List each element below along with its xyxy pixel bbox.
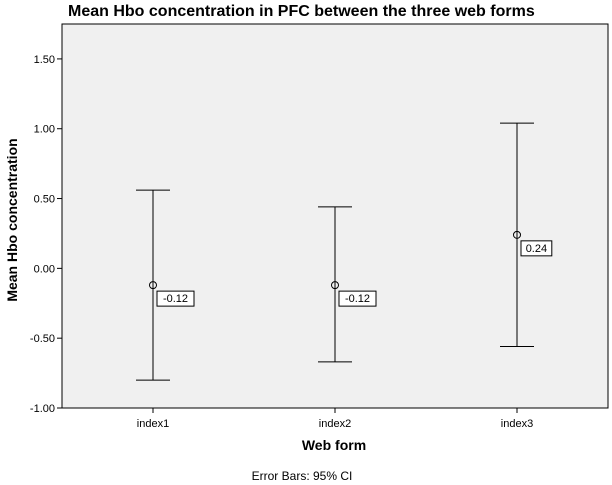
mean-marker	[513, 230, 521, 239]
x-tick-label: index1	[137, 418, 169, 430]
mean-data-label: 0.24	[526, 243, 547, 255]
plot-area: -1.00 -0.50 0.00 0.50 1.00 1.50 index1 index2 in…	[30, 23, 609, 430]
y-tick-label: -1.00	[30, 403, 55, 415]
mean-label-box	[338, 290, 377, 307]
x-tick-label: index3	[501, 418, 533, 430]
mean-marker	[331, 281, 339, 290]
error-bars-footnote: Error Bars: 95% CI	[252, 469, 353, 483]
y-tick-label: 0.00	[34, 263, 55, 275]
y-tick-label: 1.00	[34, 124, 55, 136]
mean-data-label: -0.12	[345, 293, 370, 305]
y-tick-label: 0.50	[34, 194, 55, 206]
mean-data-label: -0.12	[163, 293, 188, 305]
mean-label-box	[156, 290, 195, 307]
y-axis-title: Mean Hbo concentration	[4, 138, 20, 301]
chart-title: Mean Hbo concentration in PFC between th…	[68, 3, 535, 20]
y-tick-label: -0.50	[30, 333, 55, 345]
x-tick-label: index2	[319, 418, 351, 430]
mean-label-box	[520, 240, 553, 257]
x-axis-title: Web form	[302, 437, 366, 453]
mean-marker	[149, 281, 157, 290]
y-tick-label: 1.50	[34, 54, 55, 66]
